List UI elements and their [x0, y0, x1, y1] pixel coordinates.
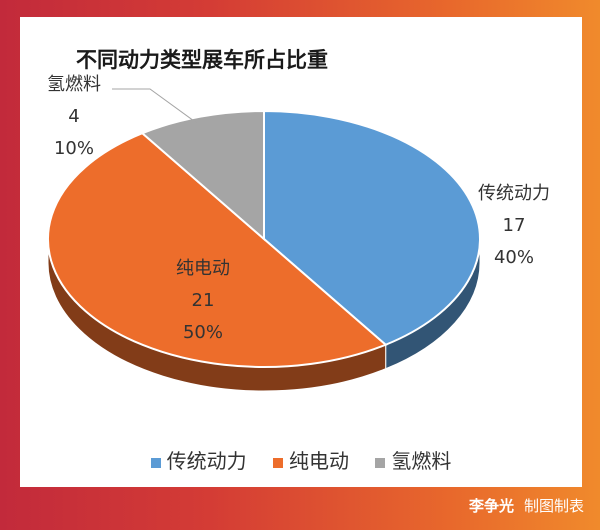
data-label-1-1: 21 — [192, 290, 215, 311]
legend-item-electric: 纯电动 — [273, 445, 349, 474]
data-label-1-0: 纯电动 — [176, 258, 230, 279]
data-label-0-0: 传统动力 — [478, 183, 550, 204]
pie-slice-0 — [263, 109, 481, 346]
pie-slice-2 — [140, 109, 265, 242]
credit-line: 李争光 制图制表 — [469, 495, 584, 516]
legend-label-traditional: 传统动力 — [166, 449, 247, 473]
leader-line-hydrogen — [112, 88, 197, 124]
legend-label-electric: 纯电动 — [289, 449, 349, 473]
data-label-2-1: 4 — [68, 106, 79, 127]
chart-title: 不同动力类型展车所占比重 — [76, 48, 328, 72]
data-label-0-2: 40% — [494, 247, 534, 268]
legend-item-hydrogen: 氢燃料 — [375, 445, 451, 474]
legend-item-traditional: 传统动力 — [150, 445, 247, 474]
credit-name: 李争光 — [468, 497, 514, 515]
data-label-1-2: 50% — [183, 322, 223, 343]
data-label-2-0: 氢燃料 — [47, 74, 101, 95]
chart-card: 不同动力类型展车所占比重 传统动力 17 40% 纯电动 21 50% 氢燃料 4 10% 传统… — [20, 17, 582, 487]
chart-legend: 传统动力 纯电动 氢燃料 — [20, 445, 582, 474]
legend-swatch-traditional — [150, 457, 161, 468]
data-label-0-1: 17 — [503, 215, 526, 236]
data-label-2-2: 10% — [54, 138, 94, 159]
legend-swatch-electric — [273, 457, 283, 468]
legend-label-hydrogen: 氢燃料 — [391, 449, 452, 473]
pie-slice-1 — [47, 132, 388, 368]
legend-swatch-hydrogen — [375, 457, 386, 468]
credit-note: 制图制表 — [523, 497, 584, 515]
pie-chart: 传统动力 17 40% 纯电动 21 50% 氢燃料 4 10% — [47, 74, 550, 392]
